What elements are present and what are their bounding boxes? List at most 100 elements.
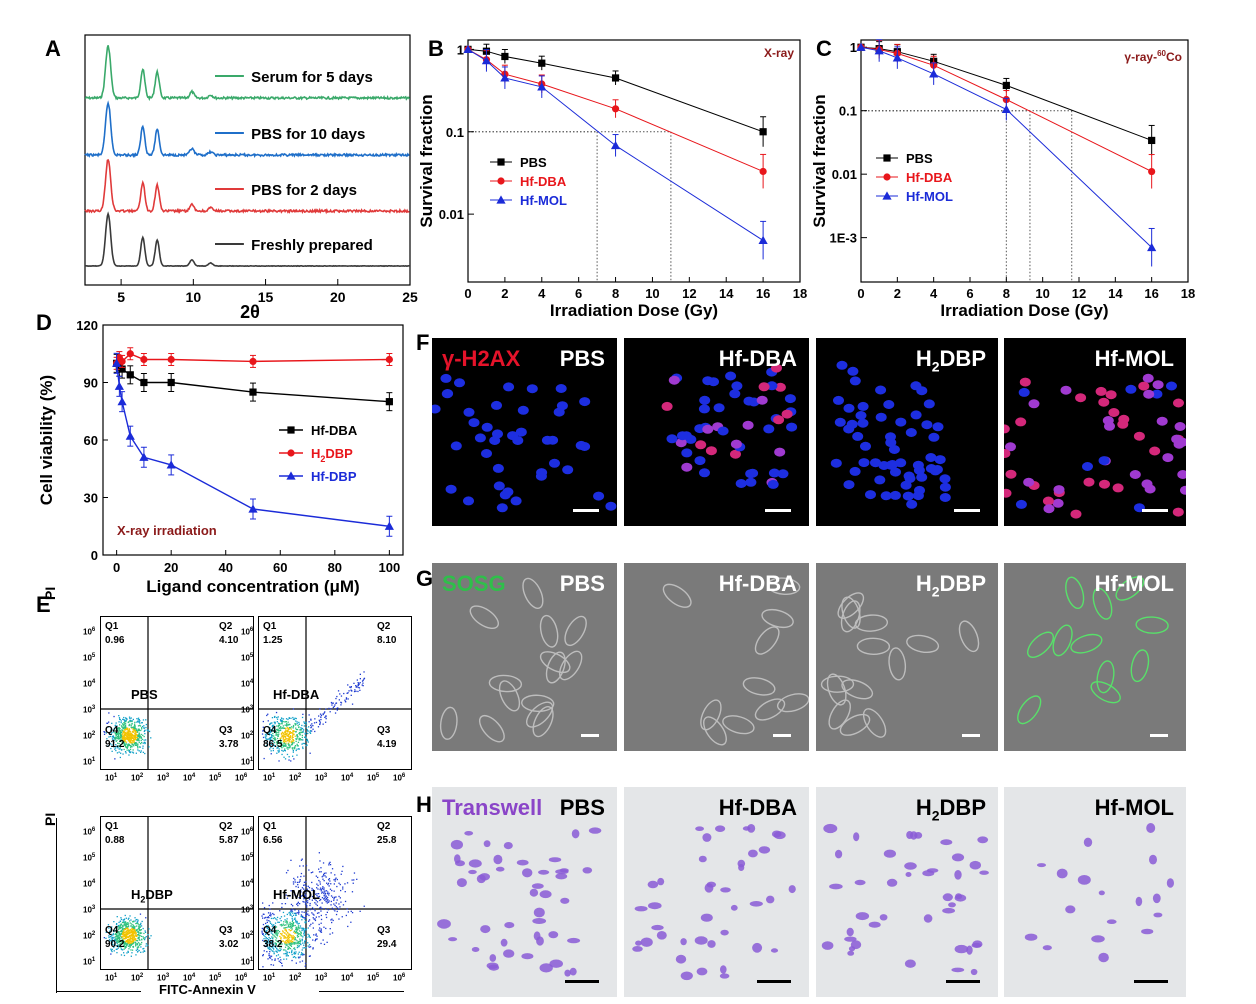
nucleus: [695, 440, 707, 450]
event-dot: [132, 938, 134, 940]
event-dot: [284, 937, 286, 939]
event-dot: [117, 729, 119, 731]
x-tick-label: 6: [575, 286, 582, 301]
event-dot: [143, 739, 145, 741]
event-dot: [269, 957, 271, 959]
event-dot: [127, 732, 130, 734]
event-dot: [265, 739, 267, 741]
event-dot: [114, 727, 116, 729]
event-dot: [356, 679, 358, 681]
event-dot: [119, 746, 121, 748]
migrated-cell: [656, 931, 667, 940]
event-dot: [302, 891, 304, 894]
event-dot: [280, 745, 282, 747]
event-dot: [298, 957, 300, 959]
event-dot: [129, 720, 131, 723]
event-dot: [122, 730, 124, 732]
event-dot: [286, 934, 288, 936]
scale-bar: [757, 980, 791, 983]
event-dot: [270, 945, 272, 947]
event-dot: [126, 733, 128, 735]
event-dot: [126, 736, 128, 738]
event-dot: [290, 909, 292, 911]
event-dot: [115, 745, 118, 748]
event-dot: [284, 924, 286, 926]
condition-label: Hf-DBA: [718, 346, 797, 371]
event-dot: [276, 741, 278, 743]
y-axis-label: Cell viability (%): [37, 375, 56, 505]
event-dot: [127, 941, 130, 944]
event-dot: [285, 924, 287, 926]
event-dot: [291, 732, 293, 734]
event-dot: [265, 945, 268, 947]
event-dot: [277, 949, 279, 951]
event-dot: [297, 943, 299, 945]
event-dot: [304, 962, 307, 965]
event-dot: [276, 734, 278, 736]
event-dot: [133, 940, 135, 942]
data-point: [384, 521, 394, 530]
event-dot: [289, 923, 291, 925]
event-dot: [134, 935, 136, 937]
cell-outline: [539, 651, 571, 674]
event-dot: [357, 686, 359, 689]
nucleus: [1112, 483, 1124, 493]
event-dot: [290, 726, 293, 728]
event-dot: [276, 951, 278, 953]
event-dot: [277, 716, 279, 718]
plot-frame: [467, 39, 801, 283]
event-dot: [303, 930, 306, 932]
event-dot: [296, 737, 298, 739]
event-dot: [295, 914, 297, 917]
event-dot: [276, 947, 278, 949]
migrated-cell: [483, 840, 491, 848]
event-dot: [291, 736, 294, 739]
xrd-tick-label: 5: [117, 289, 125, 305]
cell-outline: [906, 634, 940, 654]
nucleus: [883, 400, 895, 409]
event-dot: [142, 936, 144, 938]
event-dot: [119, 724, 121, 726]
tick-exp: 3: [91, 905, 96, 911]
event-dot: [286, 734, 288, 736]
migrated-cell: [829, 883, 843, 890]
event-dot: [124, 733, 126, 735]
event-dot: [138, 739, 140, 741]
event-dot: [126, 749, 128, 751]
event-dot: [347, 684, 349, 686]
event-dot: [287, 935, 289, 937]
event-dot: [147, 729, 149, 731]
event-dot: [302, 942, 304, 944]
migrated-cell: [640, 937, 653, 947]
event-dot: [319, 887, 322, 889]
event-dot: [336, 709, 338, 711]
event-dot: [117, 941, 119, 943]
event-dot: [290, 934, 292, 937]
event-dot: [131, 726, 133, 729]
event-dot: [132, 734, 134, 736]
event-dot: [273, 924, 275, 926]
condition-label: Hf-MOL: [1094, 346, 1174, 371]
event-dot: [295, 731, 297, 733]
event-dot: [280, 720, 282, 722]
event-dot: [305, 902, 307, 904]
migrated-cell: [923, 914, 933, 923]
nucleus: [830, 458, 842, 468]
event-dot: [138, 924, 140, 926]
event-dot: [347, 692, 349, 694]
event-dot: [291, 739, 294, 741]
event-dot: [115, 929, 117, 932]
event-dot: [287, 869, 289, 872]
event-dot: [325, 898, 327, 901]
event-dot: [289, 942, 291, 945]
event-dot: [130, 944, 132, 946]
nucleus: [745, 469, 757, 479]
event-dot: [279, 729, 282, 732]
event-dot: [313, 890, 316, 892]
event-dot: [123, 719, 125, 721]
event-dot: [339, 897, 341, 899]
event-dot: [111, 948, 113, 951]
event-dot: [124, 928, 126, 930]
event-dot: [278, 750, 280, 752]
event-dot: [144, 733, 146, 735]
